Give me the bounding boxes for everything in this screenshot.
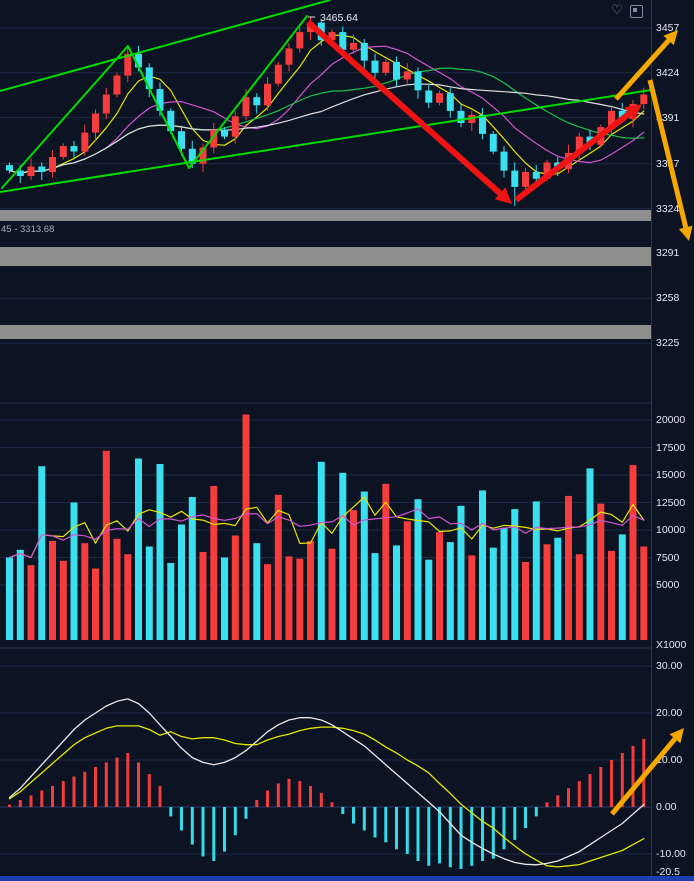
red-arrows (306, 19, 642, 204)
heart-icon[interactable]: ♡ (611, 2, 623, 17)
macd-axis-label: 30.00 (656, 660, 683, 672)
volume-axis-label: 17500 (656, 442, 686, 454)
trendlines (0, 0, 652, 193)
candlesticks (6, 16, 648, 206)
support-zone-bands (0, 210, 651, 339)
snapshot-icon-dot (633, 8, 637, 12)
volume-axis-label: 12500 (656, 497, 686, 509)
volume-axis-label: 7500 (656, 552, 680, 564)
price-axis-label: 3324 (656, 203, 680, 215)
zone-price-label: 45 - 3313.68 (1, 224, 54, 235)
snapshot-icon[interactable] (630, 5, 643, 18)
right-price-axis: 3457 3424 3391 3357 3324 3291 3258 3225 20000 175… (651, 0, 694, 878)
macd-axis-label: -10.00 (656, 848, 686, 860)
volume-axis-label: 10000 (656, 524, 686, 536)
volume-bars (6, 414, 648, 640)
price-axis-label: 3225 (656, 337, 680, 349)
macd-min-label: -20.5 (656, 866, 680, 878)
volume-axis-label: 15000 (656, 469, 686, 481)
volume-axis-label: 20000 (656, 414, 686, 426)
yellow-arrows (614, 30, 693, 241)
macd-yellow-arrow (610, 728, 684, 816)
price-axis-label: 3258 (656, 292, 680, 304)
volume-unit-label: X1000 (656, 639, 687, 651)
macd-axis-label: 0.00 (656, 801, 677, 813)
macd-histogram (8, 738, 646, 869)
volume-axis-label: 5000 (656, 579, 680, 591)
peak-price-label: 3465.64 (320, 12, 358, 24)
price-axis-label: 3424 (656, 67, 680, 79)
price-axis-label: 3457 (656, 22, 680, 34)
price-axis-label: 3291 (656, 247, 680, 259)
bottom-bar (0, 876, 694, 881)
macd-axis-label: 20.00 (656, 707, 683, 719)
